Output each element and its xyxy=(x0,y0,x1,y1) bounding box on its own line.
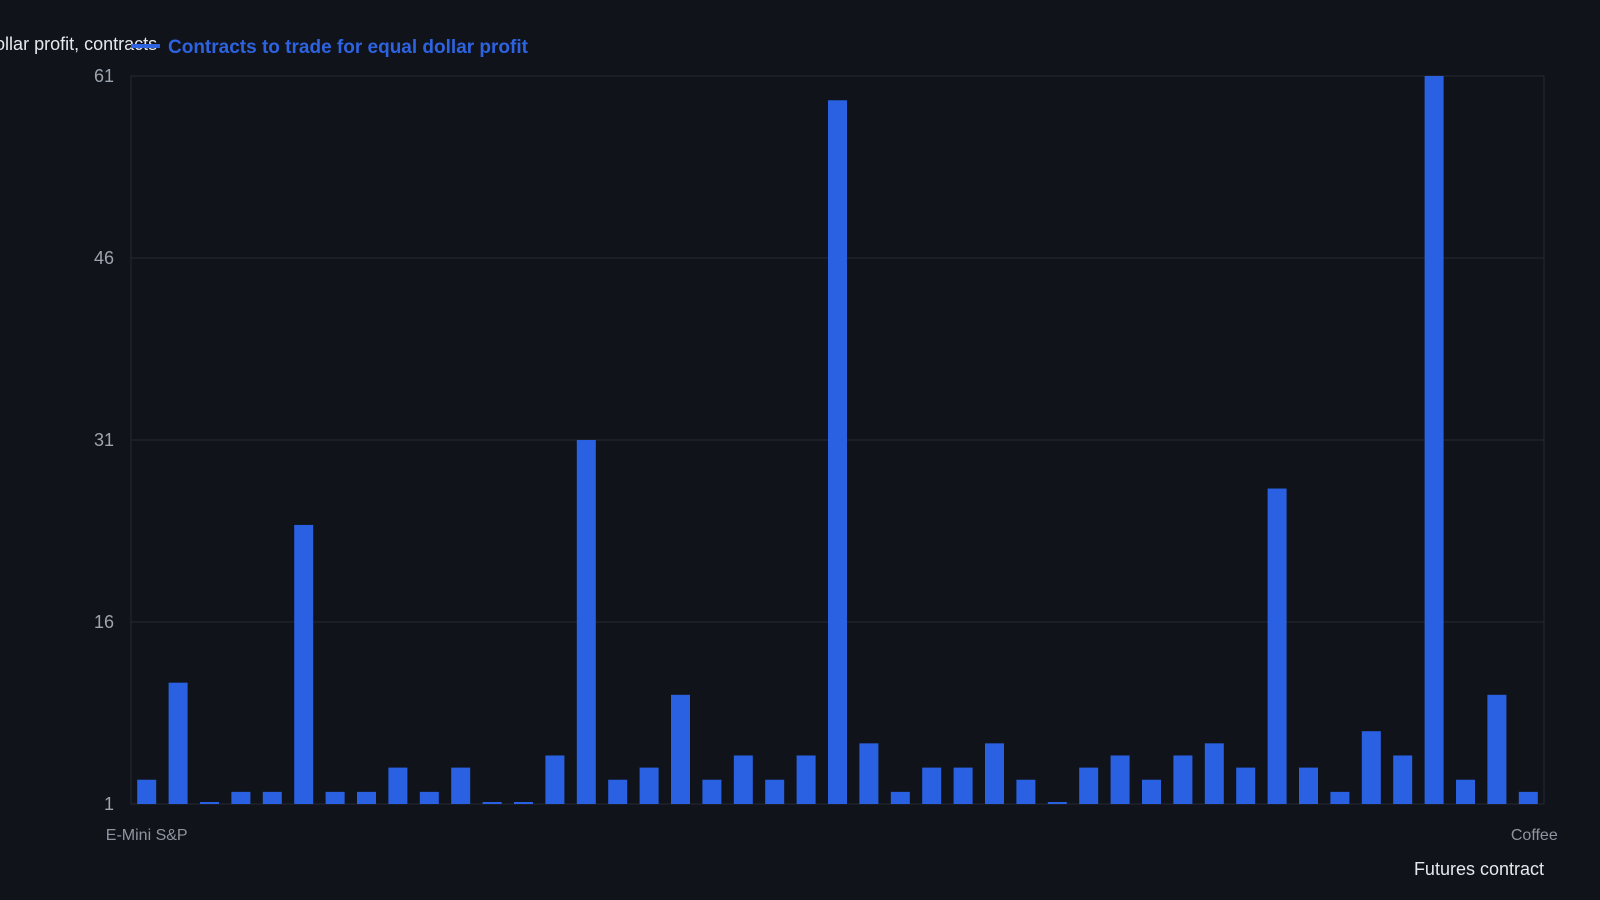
y-tick-label: 1 xyxy=(104,794,114,814)
bar-30[interactable] xyxy=(1079,767,1099,804)
bar-32[interactable] xyxy=(1142,779,1161,804)
bar-23[interactable] xyxy=(859,743,879,804)
x-axis-title: Futures contract xyxy=(1414,859,1544,879)
x-axis-ticks: E-Mini S&P Coffee xyxy=(106,827,1558,844)
bar-5[interactable] xyxy=(294,524,314,804)
bar-42[interactable] xyxy=(1456,779,1475,804)
bar-43[interactable] xyxy=(1487,694,1507,804)
bars-layer xyxy=(137,76,1538,805)
bar-27[interactable] xyxy=(985,743,1004,804)
y-tick-label: 16 xyxy=(94,612,114,632)
bar-35[interactable] xyxy=(1236,767,1256,804)
y-tick-label: 61 xyxy=(94,66,114,86)
bar-38[interactable] xyxy=(1330,791,1350,804)
bar-10[interactable] xyxy=(451,767,471,804)
bar-44[interactable] xyxy=(1518,791,1538,804)
y-axis-title: Equal dollar profit, contracts xyxy=(0,34,157,54)
bar-25[interactable] xyxy=(922,767,942,804)
x-tick-label-last: Coffee xyxy=(1511,827,1558,844)
bar-40[interactable] xyxy=(1393,755,1413,804)
bar-2[interactable] xyxy=(200,802,219,804)
bar-14[interactable] xyxy=(576,440,596,804)
bar-19[interactable] xyxy=(733,755,753,804)
bar-16[interactable] xyxy=(639,767,659,804)
bar-11[interactable] xyxy=(482,802,502,804)
bar-12[interactable] xyxy=(514,802,533,804)
legend-label[interactable]: Contracts to trade for equal dollar prof… xyxy=(168,37,529,58)
bar-8[interactable] xyxy=(388,767,408,804)
bar-41[interactable] xyxy=(1424,76,1444,804)
y-tick-label: 31 xyxy=(94,430,114,450)
bar-7[interactable] xyxy=(357,791,376,804)
bar-9[interactable] xyxy=(419,791,439,804)
bar-37[interactable] xyxy=(1299,767,1318,804)
y-axis-ticks: 1 16 31 46 61 xyxy=(94,66,114,814)
bar-6[interactable] xyxy=(325,791,345,804)
bar-24[interactable] xyxy=(890,791,910,804)
bar-20[interactable] xyxy=(765,779,785,804)
bar-31[interactable] xyxy=(1110,755,1130,804)
bar-22[interactable] xyxy=(828,100,847,805)
bar-18[interactable] xyxy=(702,779,722,804)
bar-39[interactable] xyxy=(1361,731,1381,804)
bar-36[interactable] xyxy=(1267,488,1287,804)
bar-29[interactable] xyxy=(1047,802,1067,804)
bar-28[interactable] xyxy=(1016,779,1036,804)
y-tick-label: 46 xyxy=(94,248,114,268)
bar-34[interactable] xyxy=(1204,743,1224,804)
bar-0[interactable] xyxy=(137,779,157,804)
bar-15[interactable] xyxy=(608,779,628,804)
x-tick-label-first: E-Mini S&P xyxy=(106,827,188,844)
bar-21[interactable] xyxy=(796,755,816,804)
bar-1[interactable] xyxy=(168,682,188,804)
bar-13[interactable] xyxy=(545,755,565,804)
bar-26[interactable] xyxy=(953,767,973,804)
bar-17[interactable] xyxy=(671,694,690,804)
bar-33[interactable] xyxy=(1173,755,1193,804)
bar-4[interactable] xyxy=(262,791,282,804)
bar-3[interactable] xyxy=(231,791,251,804)
